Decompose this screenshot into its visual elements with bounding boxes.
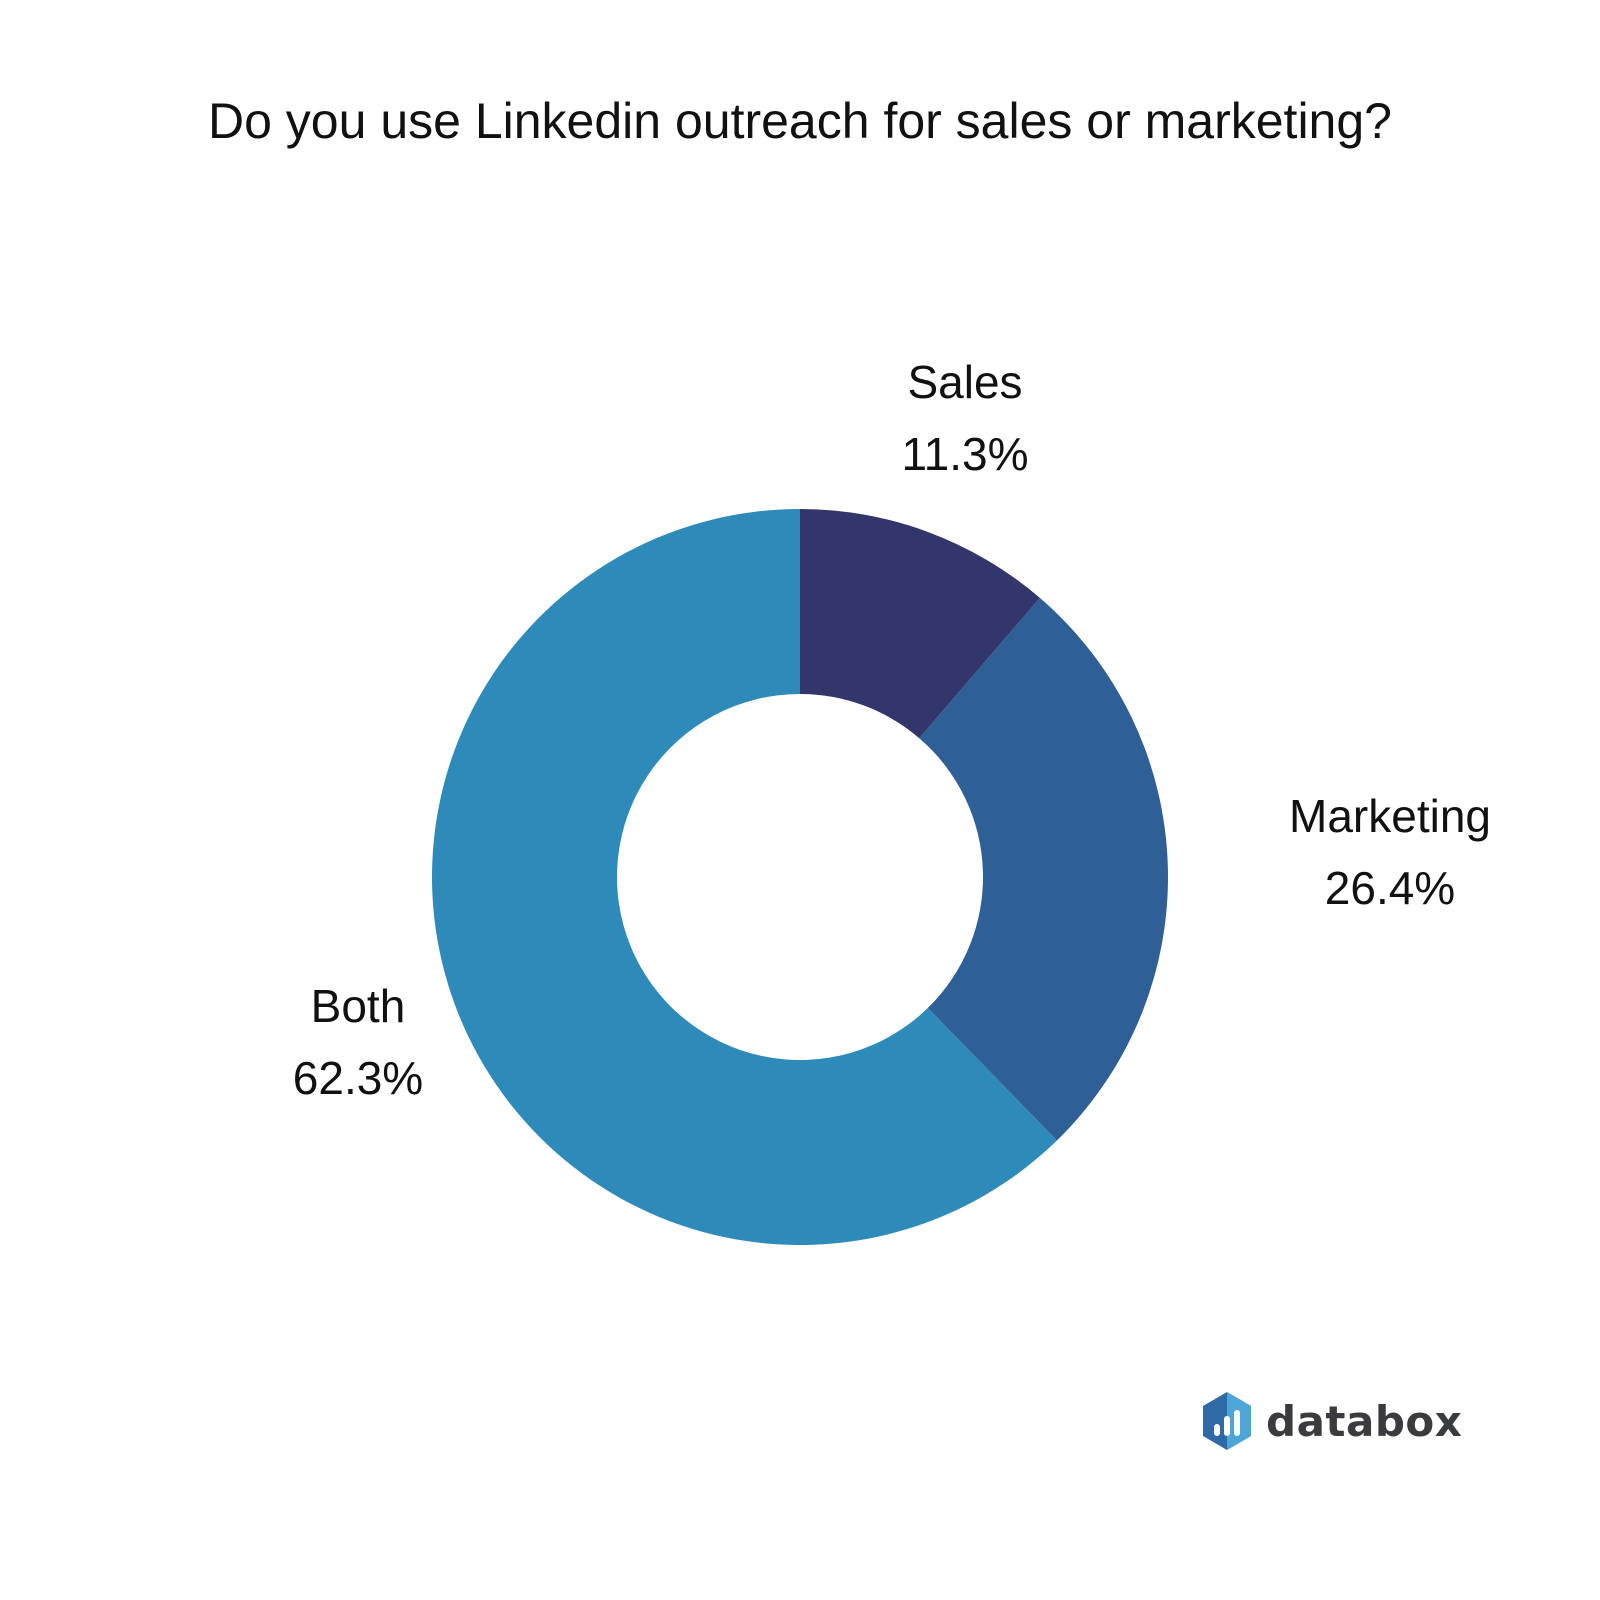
slice-value-sales: 11.3% [901, 428, 1028, 480]
chart-title: Do you use Linkedin outreach for sales o… [208, 93, 1392, 149]
databox-wordmark: databox [1266, 1396, 1463, 1446]
donut-slices [432, 509, 1169, 1245]
slice-label-both: Both [311, 980, 406, 1032]
slice-value-marketing: 26.4% [1325, 862, 1455, 914]
slice-both [432, 509, 1057, 1245]
donut-labels: Sales 11.3% Marketing 26.4% Both 62.3% [293, 356, 1491, 1104]
slice-value-both: 62.3% [293, 1052, 423, 1104]
slice-marketing [919, 597, 1169, 1141]
slice-label-sales: Sales [907, 356, 1022, 408]
slice-label-marketing: Marketing [1289, 790, 1491, 842]
databox-hexagon-bars-icon [1203, 1392, 1251, 1450]
databox-logo: databox [1200, 1388, 1462, 1454]
slice-sales [800, 509, 1040, 739]
